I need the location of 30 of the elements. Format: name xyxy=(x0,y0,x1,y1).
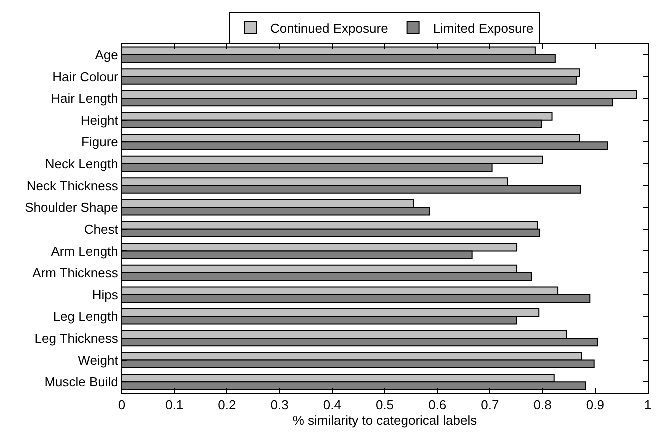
y-tick-label: Leg Length xyxy=(53,309,118,324)
y-tick-label: Chest xyxy=(84,222,119,237)
y-tick-label: Weight xyxy=(78,352,119,368)
legend-label: Limited Exposure xyxy=(433,21,534,36)
y-tick-label: Age xyxy=(95,47,118,62)
x-tick-label: 0 xyxy=(118,398,126,413)
y-tick-label: Height xyxy=(80,112,119,128)
y-tick-label: Neck Thickness xyxy=(26,178,119,194)
y-tick-label: Hips xyxy=(92,287,119,302)
y-tick-label: Arm Length xyxy=(51,244,118,259)
x-tick-label: 0.8 xyxy=(534,398,552,413)
x-tick-label: 0.6 xyxy=(428,398,447,413)
x-tick-label: 0.5 xyxy=(376,398,394,413)
x-axis-title: % similarity to categorical labels xyxy=(292,413,478,428)
x-tick-label: 1 xyxy=(644,398,652,413)
x-tick-label: 0.9 xyxy=(586,398,604,413)
x-tick-label: 0.7 xyxy=(481,398,500,413)
y-tick-label: Muscle Build xyxy=(44,374,118,390)
y-tick-label: Hair Colour xyxy=(52,69,120,84)
y-tick-label: Hair Length xyxy=(51,91,118,106)
x-tick-label: 0.4 xyxy=(323,398,342,413)
y-tick-label: Leg Thickness xyxy=(34,331,119,346)
y-tick-label: Arm Thickness xyxy=(32,266,119,281)
y-tick-label: Neck Length xyxy=(45,156,118,172)
y-tick-label: Shoulder Shape xyxy=(25,200,118,216)
x-tick-label: 0.2 xyxy=(218,398,236,413)
y-tick-label: Figure xyxy=(82,134,118,150)
legend-label: Continued Exposure xyxy=(270,21,388,36)
x-tick-label: 0.1 xyxy=(166,398,184,413)
x-tick-label: 0.3 xyxy=(270,398,289,413)
